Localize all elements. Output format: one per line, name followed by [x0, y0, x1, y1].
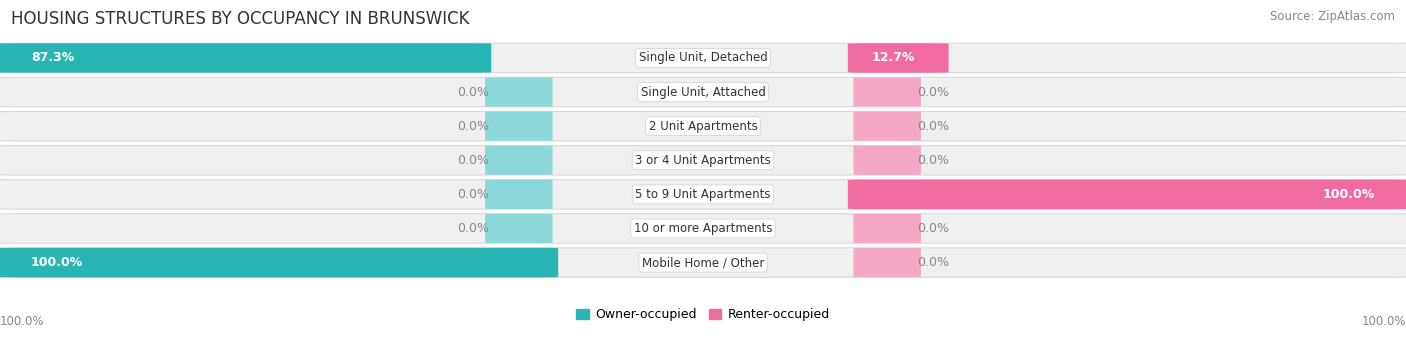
- Text: 100.0%: 100.0%: [1361, 315, 1406, 328]
- Text: Mobile Home / Other: Mobile Home / Other: [641, 256, 765, 269]
- Text: 2 Unit Apartments: 2 Unit Apartments: [648, 120, 758, 133]
- Text: 100.0%: 100.0%: [1323, 188, 1375, 201]
- Text: 0.0%: 0.0%: [917, 86, 949, 99]
- Text: 0.0%: 0.0%: [917, 120, 949, 133]
- Text: 100.0%: 100.0%: [31, 256, 83, 269]
- FancyBboxPatch shape: [485, 214, 553, 243]
- FancyBboxPatch shape: [848, 43, 949, 73]
- FancyBboxPatch shape: [0, 214, 1406, 243]
- Text: 87.3%: 87.3%: [31, 51, 75, 64]
- FancyBboxPatch shape: [0, 248, 1406, 277]
- Text: 0.0%: 0.0%: [457, 222, 489, 235]
- FancyBboxPatch shape: [853, 112, 921, 141]
- Text: 0.0%: 0.0%: [457, 154, 489, 167]
- FancyBboxPatch shape: [853, 214, 921, 243]
- FancyBboxPatch shape: [485, 180, 553, 209]
- Text: Single Unit, Attached: Single Unit, Attached: [641, 86, 765, 99]
- Text: 3 or 4 Unit Apartments: 3 or 4 Unit Apartments: [636, 154, 770, 167]
- FancyBboxPatch shape: [853, 248, 921, 277]
- Text: 0.0%: 0.0%: [457, 120, 489, 133]
- Text: 0.0%: 0.0%: [457, 86, 489, 99]
- Text: 12.7%: 12.7%: [872, 51, 915, 64]
- FancyBboxPatch shape: [0, 43, 491, 73]
- FancyBboxPatch shape: [485, 112, 553, 141]
- FancyBboxPatch shape: [485, 146, 553, 175]
- Text: 0.0%: 0.0%: [457, 188, 489, 201]
- Text: Single Unit, Detached: Single Unit, Detached: [638, 51, 768, 64]
- FancyBboxPatch shape: [0, 112, 1406, 141]
- Text: 0.0%: 0.0%: [917, 256, 949, 269]
- Text: Source: ZipAtlas.com: Source: ZipAtlas.com: [1270, 10, 1395, 23]
- FancyBboxPatch shape: [0, 77, 1406, 107]
- FancyBboxPatch shape: [848, 180, 1406, 209]
- Text: 0.0%: 0.0%: [917, 154, 949, 167]
- FancyBboxPatch shape: [485, 77, 553, 107]
- FancyBboxPatch shape: [0, 180, 1406, 209]
- Text: 0.0%: 0.0%: [917, 222, 949, 235]
- FancyBboxPatch shape: [0, 248, 558, 277]
- Text: 100.0%: 100.0%: [0, 315, 45, 328]
- FancyBboxPatch shape: [853, 146, 921, 175]
- Text: 10 or more Apartments: 10 or more Apartments: [634, 222, 772, 235]
- Text: HOUSING STRUCTURES BY OCCUPANCY IN BRUNSWICK: HOUSING STRUCTURES BY OCCUPANCY IN BRUNS…: [11, 10, 470, 28]
- FancyBboxPatch shape: [0, 43, 1406, 73]
- FancyBboxPatch shape: [853, 77, 921, 107]
- Legend: Owner-occupied, Renter-occupied: Owner-occupied, Renter-occupied: [571, 303, 835, 326]
- Text: 5 to 9 Unit Apartments: 5 to 9 Unit Apartments: [636, 188, 770, 201]
- FancyBboxPatch shape: [0, 146, 1406, 175]
